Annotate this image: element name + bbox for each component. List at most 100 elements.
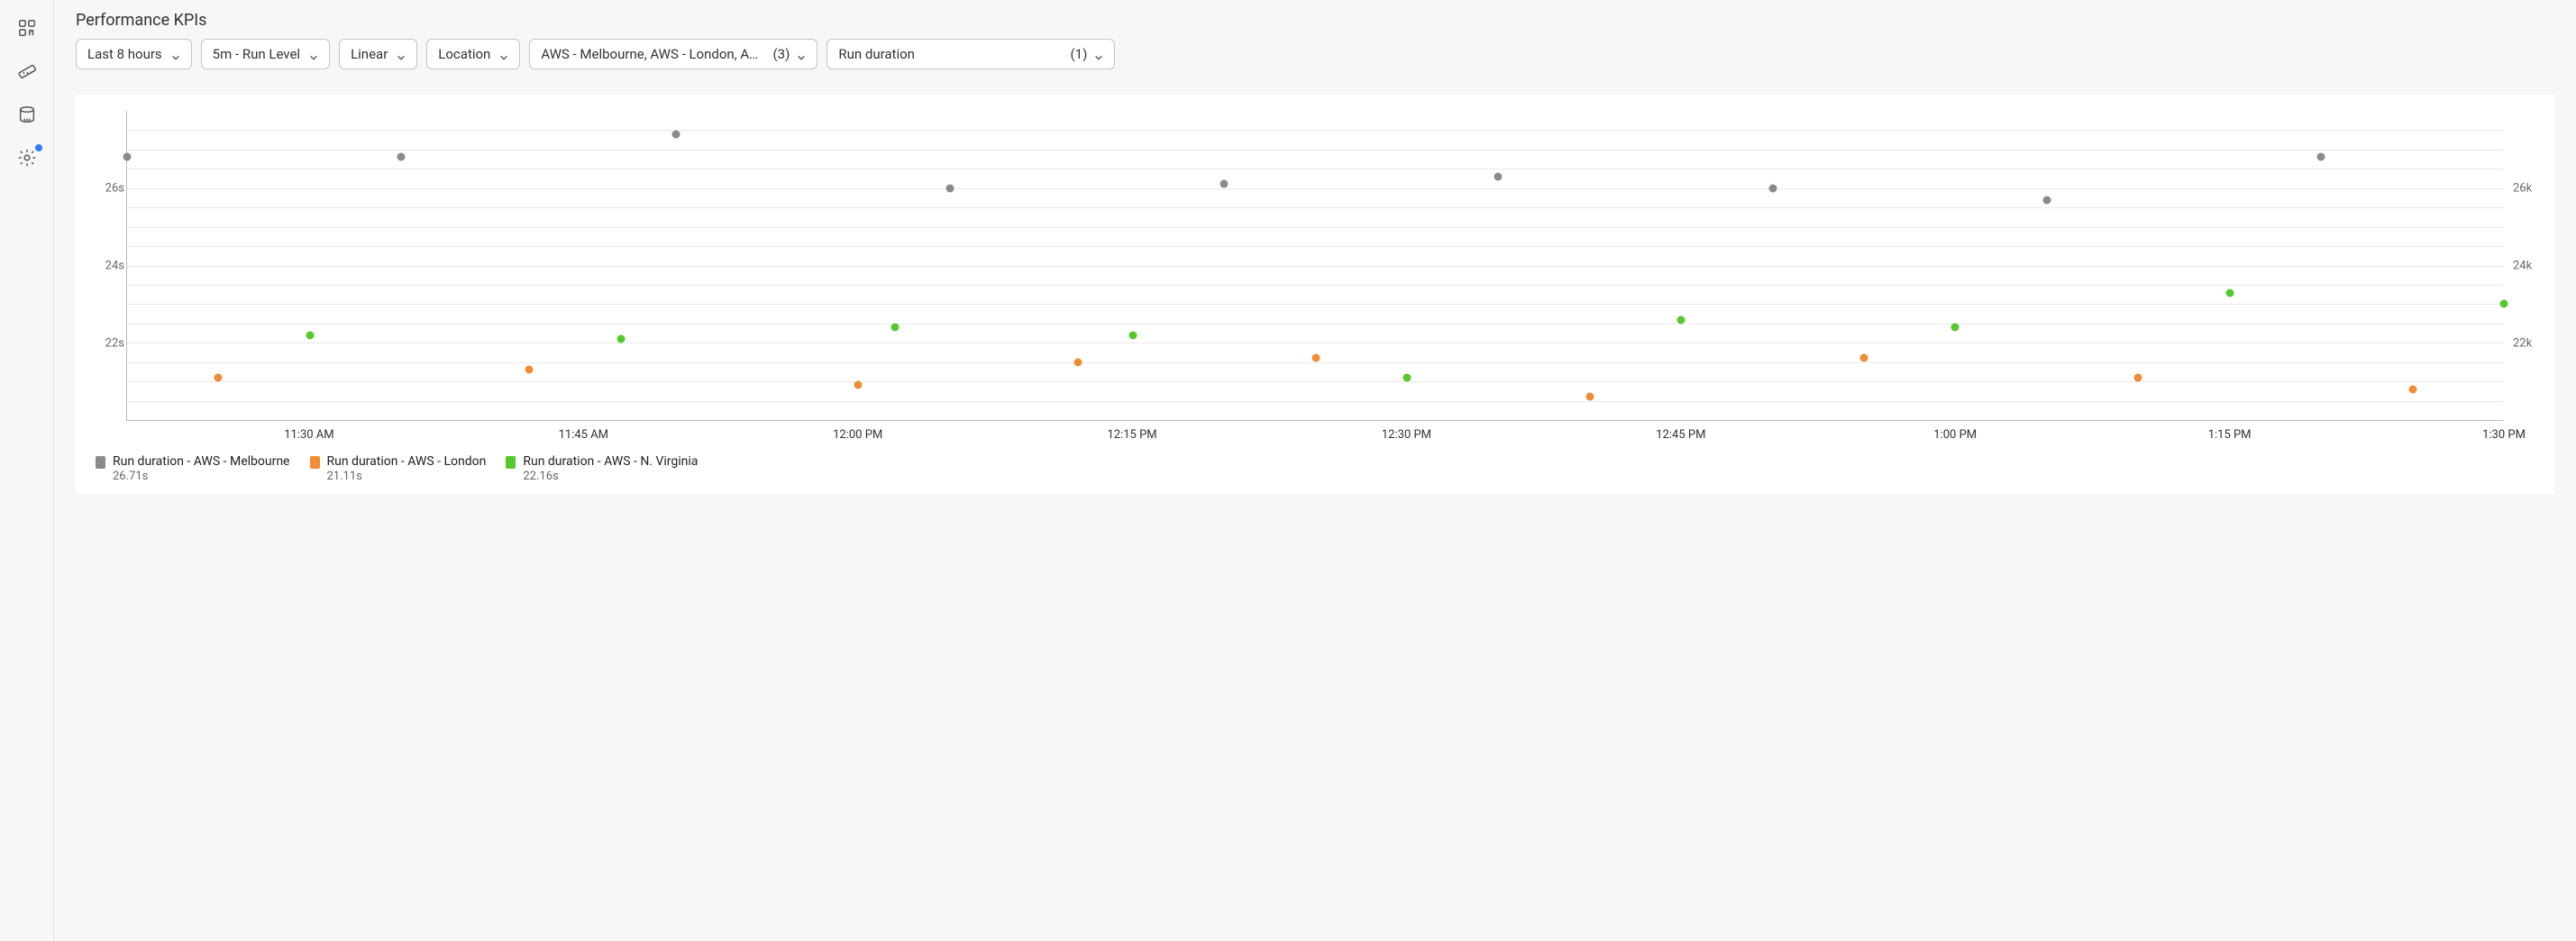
data-point-melbourne[interactable]: [2317, 153, 2325, 161]
filter-metric-label: Run duration: [838, 46, 915, 62]
database-icon[interactable]: [15, 103, 39, 126]
data-point-london[interactable]: [215, 373, 223, 381]
x-tick: 1:30 PM: [2482, 428, 2526, 442]
ruler-icon[interactable]: [15, 59, 39, 83]
chevron-down-icon: [171, 50, 180, 59]
data-point-nvirginia[interactable]: [2225, 288, 2233, 297]
data-point-london[interactable]: [1585, 393, 1594, 401]
gear-icon[interactable]: [15, 146, 39, 169]
grid-line: [127, 130, 2504, 131]
x-tick: 1:15 PM: [2208, 428, 2252, 442]
filter-run-level-label: 5m - Run Level: [213, 46, 300, 62]
data-point-london[interactable]: [1073, 358, 1082, 366]
settings-notification-dot: [35, 144, 42, 151]
legend-swatch: [506, 456, 516, 469]
filter-time-range[interactable]: Last 8 hours: [76, 39, 192, 69]
dashboard-icon[interactable]: [15, 16, 39, 40]
data-point-nvirginia[interactable]: [1677, 315, 1685, 324]
data-point-nvirginia[interactable]: [306, 331, 314, 339]
filter-locations-label: AWS - Melbourne, AWS - London, A…: [541, 46, 758, 62]
grid-line: [127, 150, 2504, 151]
x-tick: 12:45 PM: [1656, 428, 1705, 442]
filter-scale[interactable]: Linear: [339, 39, 417, 69]
y-tick-left: 26s: [88, 182, 124, 196]
data-point-melbourne[interactable]: [123, 153, 132, 161]
filter-metric-count: (1): [1071, 46, 1088, 62]
data-point-london[interactable]: [1860, 354, 1868, 362]
filter-locations[interactable]: AWS - Melbourne, AWS - London, A… (3): [529, 39, 818, 69]
data-point-nvirginia[interactable]: [891, 324, 899, 332]
chart-canvas: 22s 24s 26s 22k24k26k 11:30 AM 11:45 AM 12:0…: [88, 111, 2542, 444]
x-tick: 11:45 AM: [559, 428, 608, 442]
data-point-melbourne[interactable]: [1494, 172, 1503, 180]
data-point-melbourne[interactable]: [671, 130, 680, 138]
data-point-melbourne[interactable]: [2042, 196, 2051, 204]
data-point-nvirginia[interactable]: [2500, 300, 2508, 308]
filter-scale-label: Linear: [351, 46, 388, 62]
chevron-down-icon: [1094, 50, 1103, 59]
legend-value: 22.16s: [523, 470, 698, 485]
y-tick-left: 22s: [88, 337, 124, 351]
data-point-melbourne[interactable]: [1220, 180, 1229, 188]
data-point-melbourne[interactable]: [1768, 184, 1777, 192]
x-tick: 12:15 PM: [1107, 428, 1156, 442]
y-tick-left: 24s: [88, 260, 124, 273]
grid-line: [127, 401, 2504, 402]
data-point-nvirginia[interactable]: [1128, 331, 1137, 339]
legend-swatch: [310, 456, 320, 469]
legend-value: 26.71s: [113, 470, 290, 485]
filter-metric[interactable]: Run duration (1): [827, 39, 1115, 69]
chevron-down-icon: [797, 50, 806, 59]
grid-line: [127, 246, 2504, 247]
grid-line: [127, 285, 2504, 286]
data-point-nvirginia[interactable]: [1951, 324, 1959, 332]
legend-item-nvirginia[interactable]: Run duration - AWS - N. Virginia22.16s: [506, 453, 698, 485]
legend-swatch: [96, 456, 105, 469]
data-point-nvirginia[interactable]: [1402, 373, 1411, 381]
main-content: Performance KPIs Last 8 hours 5m - Run L…: [54, 0, 2576, 941]
legend-label: Run duration - AWS - Melbourne: [113, 453, 290, 470]
legend-label: Run duration - AWS - N. Virginia: [523, 453, 698, 470]
x-tick: 12:30 PM: [1382, 428, 1431, 442]
page-title: Performance KPIs: [76, 11, 2554, 30]
data-point-melbourne[interactable]: [945, 184, 954, 192]
x-axis: 11:30 AM 11:45 AM 12:00 PM 12:15 PM 12:30 PM…: [126, 425, 2504, 444]
grid-line: [127, 188, 2504, 189]
data-point-london[interactable]: [2408, 385, 2416, 393]
sidebar: [0, 0, 54, 941]
y-tick-right: 22k: [2513, 337, 2549, 351]
data-point-melbourne[interactable]: [397, 153, 406, 161]
x-tick: 12:00 PM: [833, 428, 882, 442]
filter-time-range-label: Last 8 hours: [87, 46, 162, 62]
legend-label: Run duration - AWS - London: [327, 453, 487, 470]
y-tick-right: 26k: [2513, 182, 2549, 196]
legend-value: 21.11s: [327, 470, 487, 485]
data-point-london[interactable]: [854, 381, 863, 389]
filter-group-by-label: Location: [438, 46, 490, 62]
y-axis-right: 22k24k26k: [2506, 111, 2542, 444]
data-point-london[interactable]: [1311, 354, 1320, 362]
filter-run-level[interactable]: 5m - Run Level: [201, 39, 330, 69]
data-point-london[interactable]: [2134, 373, 2142, 381]
x-tick: 1:00 PM: [1933, 428, 1977, 442]
chevron-down-icon: [309, 50, 318, 59]
data-point-london[interactable]: [525, 366, 534, 374]
legend-item-melbourne[interactable]: Run duration - AWS - Melbourne26.71s: [96, 453, 290, 485]
plot-area: [126, 111, 2504, 421]
grid-line: [127, 304, 2504, 305]
filter-group-by[interactable]: Location: [426, 39, 520, 69]
chevron-down-icon: [397, 50, 406, 59]
grid-line: [127, 266, 2504, 267]
grid-line: [127, 207, 2504, 208]
y-axis-left: 22s 24s 26s: [88, 111, 124, 444]
legend-item-london[interactable]: Run duration - AWS - London21.11s: [310, 453, 487, 485]
chart-container: 22s24s26s 22k24k26k 11:30 AM11:45 AM12:0…: [76, 95, 2554, 494]
grid-line: [127, 381, 2504, 382]
y-tick-right: 24k: [2513, 260, 2549, 273]
grid-line: [127, 227, 2504, 228]
data-point-nvirginia[interactable]: [617, 334, 625, 343]
filter-locations-count: (3): [773, 46, 790, 62]
x-tick: 11:30 AM: [284, 428, 333, 442]
filter-bar: Last 8 hours 5m - Run Level Linear Locat…: [76, 39, 2554, 69]
chart-legend: Run duration - AWS - Melbourne26.71sRun …: [88, 453, 2542, 485]
